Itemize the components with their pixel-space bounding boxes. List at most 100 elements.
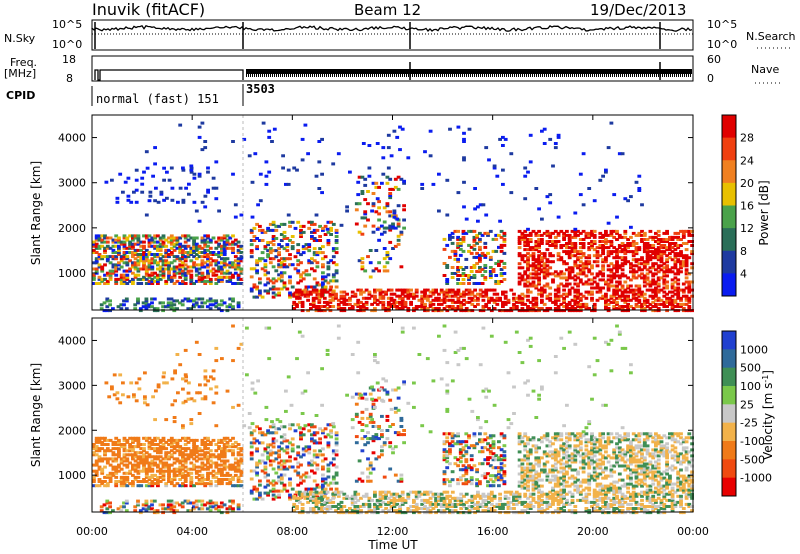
power-cell-2045 (486, 233, 490, 237)
velocity-cell-1466 (456, 496, 461, 500)
velocity-cell-1381 (417, 490, 422, 494)
power-cell-1091 (326, 265, 331, 269)
power-cell-2204 (537, 262, 541, 266)
power-cell-1919 (442, 262, 447, 265)
power-cell-2182 (534, 274, 539, 278)
power-cell-598 (220, 269, 224, 273)
velocity-cell-1257 (356, 509, 361, 513)
velocity-cell-743 (166, 507, 171, 511)
power-cell-822 (252, 267, 257, 271)
power-cell-2927 (690, 229, 694, 233)
power-cell-2104 (517, 238, 522, 241)
power-cell-2756 (656, 278, 661, 282)
power-cell-2807 (665, 268, 669, 272)
power-cell-2380 (576, 258, 580, 262)
power-cell-952 (285, 265, 290, 269)
power-cell-3084 (181, 168, 186, 172)
velocity-cell-885 (268, 431, 273, 435)
velocity-cell-450 (186, 471, 191, 475)
power-cell-1733 (606, 309, 611, 313)
power-cell-496 (197, 279, 202, 283)
power-cell-1541 (501, 305, 505, 308)
power-cell-1251 (356, 288, 361, 292)
power-cell-3297 (640, 203, 644, 207)
power-cell-429 (181, 251, 185, 254)
power-cell-118 (119, 282, 124, 285)
power-cell-2702 (645, 258, 650, 262)
velocity-cell-1481 (464, 492, 469, 496)
velocity-cell-73 (108, 475, 113, 479)
power-cell-1016 (304, 247, 309, 251)
power-cell-2293 (556, 233, 561, 237)
velocity-cell-695 (102, 511, 107, 515)
power-cell-1758 (617, 296, 622, 300)
power-cell-1872 (670, 302, 675, 306)
velocity-cell-350 (164, 440, 169, 444)
velocity-cell-269 (150, 484, 155, 488)
velocity-cell-1128 (292, 505, 297, 508)
power-cell-1391 (425, 298, 430, 302)
power-cell-688 (239, 257, 244, 261)
power-cell-2765 (656, 250, 661, 254)
power-cell-1123 (334, 239, 339, 242)
power-cell-2894 (684, 286, 689, 290)
power-cell-1319 (392, 300, 397, 304)
velocity-cell-872 (266, 451, 270, 455)
power-cell-839 (258, 291, 262, 295)
power-cell-304 (156, 255, 160, 259)
velocity-cell-1616 (537, 494, 541, 498)
velocity-cell-1157 (309, 509, 313, 513)
power-cell-2405 (581, 264, 586, 268)
velocity-cell-1075 (321, 459, 325, 463)
velocity-cell-1247 (353, 511, 358, 515)
velocity-cell-53 (103, 457, 107, 461)
velocity-cell-1107 (331, 481, 336, 485)
power-cell-1524 (489, 309, 494, 313)
velocity-cell-1005 (301, 479, 306, 483)
power-cell-2614 (626, 276, 630, 280)
power-cell-1443 (448, 288, 452, 292)
velocity-cell-404 (178, 478, 183, 481)
power-cell-2112 (520, 256, 525, 260)
power-cell-2868 (676, 244, 681, 247)
power-cell-3032 (396, 204, 401, 208)
power-cell-2763 (656, 254, 661, 258)
velocity-cell-981 (293, 429, 298, 433)
velocity-cell-846 (258, 431, 262, 435)
velocity-cell-649 (231, 475, 235, 479)
velocity-cell-1581 (517, 496, 522, 500)
power-cell-365 (169, 279, 174, 283)
power-cell-975 (290, 241, 295, 244)
power-cell-741 (161, 301, 165, 305)
power-cell-603 (220, 253, 224, 256)
velocity-cell-348 (164, 451, 169, 455)
power-cell-659 (233, 282, 238, 285)
velocity-cell-501 (197, 465, 202, 469)
power-cell-2758 (656, 270, 661, 274)
power-cell-1836 (654, 309, 658, 313)
power-cell-1258 (359, 288, 363, 292)
power-cell-542 (206, 259, 210, 263)
power-cell-1208 (331, 296, 336, 300)
power-cell-805 (236, 305, 241, 309)
power-cell-367 (169, 275, 174, 279)
velocity-cell-469 (189, 449, 194, 453)
power-cell-1769 (623, 305, 628, 308)
power-cell-910 (274, 228, 279, 232)
velocity-cell-959 (288, 495, 292, 499)
velocity-cell-1014 (304, 475, 309, 479)
power-cell-1190 (322, 305, 327, 308)
power-cell-444 (183, 246, 188, 250)
power-cell-2896 (684, 276, 689, 280)
power-cell-1167 (311, 296, 316, 300)
velocity-cell-1628 (542, 500, 547, 504)
power-cell-1634 (553, 298, 558, 302)
power-cell-2797 (662, 246, 667, 250)
power-cell-2500 (601, 235, 605, 239)
power-cell-1508 (481, 307, 486, 310)
power-cell-1716 (592, 305, 597, 308)
power-cell-1596 (531, 305, 536, 308)
power-cell-321 (158, 244, 163, 248)
velocity-cell-1244 (350, 498, 355, 502)
